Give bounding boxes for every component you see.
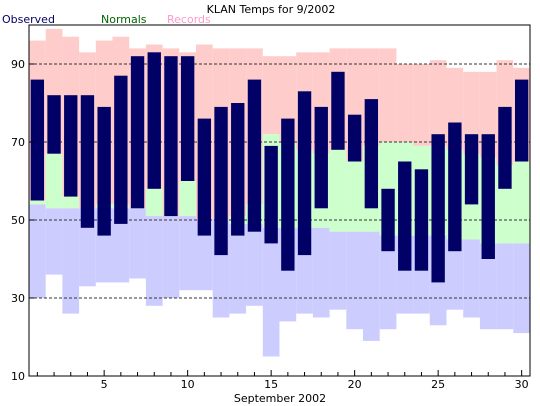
observed-bar <box>314 106 328 209</box>
observed-bar <box>114 75 128 224</box>
normal-band <box>29 200 46 205</box>
record-high-band <box>413 64 430 146</box>
record-low-band <box>379 235 397 330</box>
record-low-band <box>363 231 380 341</box>
normal-band <box>329 149 347 232</box>
record-low-band <box>29 204 46 298</box>
x-tick-label: 10 <box>181 378 195 391</box>
record-low-band <box>346 231 363 330</box>
observed-bar <box>214 106 228 256</box>
record-low-band <box>62 208 80 314</box>
plot-frame <box>28 24 531 377</box>
record-low-band <box>196 220 213 291</box>
observed-bar <box>47 95 61 154</box>
x-tick-label: 30 <box>515 378 529 391</box>
record-low-band <box>312 227 330 318</box>
observed-bar <box>64 95 78 197</box>
record-low-band <box>45 208 63 275</box>
y-tick-label: 30 <box>11 292 25 305</box>
record-low-band <box>229 223 247 314</box>
normal-band <box>145 188 163 217</box>
observed-bar <box>347 114 362 162</box>
chart-title: KLAN Temps for 9/2002 <box>207 3 336 16</box>
observed-bar <box>498 106 512 189</box>
observed-bar <box>80 95 95 228</box>
record-low-band <box>179 216 196 291</box>
record-low-band <box>145 216 163 306</box>
observed-bar <box>514 79 529 162</box>
record-high-band <box>396 64 414 142</box>
observed-bar <box>481 134 495 259</box>
observed-bar <box>147 52 161 189</box>
observed-bar <box>197 118 212 236</box>
y-tick-label: 50 <box>11 214 25 227</box>
normal-band <box>62 196 80 209</box>
normal-band <box>346 161 363 232</box>
observed-bar <box>130 56 145 209</box>
y-tick-label: 70 <box>11 136 25 149</box>
record-low-band <box>162 216 180 298</box>
observed-bar <box>264 145 278 244</box>
y-tick-label: 90 <box>11 58 25 71</box>
observed-bar <box>414 169 429 271</box>
observed-bar <box>448 122 462 252</box>
record-low-band <box>513 243 530 334</box>
observed-bar <box>180 56 195 182</box>
observed-bar <box>464 134 479 205</box>
normal-band <box>513 161 530 244</box>
record-low-band <box>262 227 280 357</box>
record-high-band <box>262 56 280 135</box>
observed-bar <box>97 106 111 236</box>
observed-bar <box>231 103 245 236</box>
observed-bar <box>398 161 412 271</box>
x-tick-label: 5 <box>101 378 108 391</box>
record-high-band <box>429 60 447 146</box>
observed-bar <box>281 118 295 271</box>
x-tick-label: 15 <box>264 378 278 391</box>
record-low-band <box>129 208 146 279</box>
legend-observed: Observed <box>2 13 55 26</box>
observed-bar <box>297 91 312 256</box>
record-low-band <box>329 231 347 310</box>
observed-bar <box>364 99 379 209</box>
normal-band <box>179 181 196 217</box>
x-tick-label: 20 <box>348 378 362 391</box>
plot-area: 5 10 15 20 25 30 10 30 50 70 90 <box>11 24 531 391</box>
observed-bar <box>381 188 395 252</box>
record-high-band <box>463 71 480 154</box>
record-low-band <box>479 243 497 330</box>
y-tick-label: 10 <box>11 370 25 383</box>
x-axis-label: September 2002 <box>234 392 326 405</box>
record-low-band <box>496 243 514 330</box>
record-low-band <box>246 223 263 306</box>
legend-records: Records <box>167 13 211 26</box>
x-tick-label: 25 <box>431 378 445 391</box>
observed-bar <box>431 134 445 283</box>
record-high-band <box>379 48 397 142</box>
legend: Observed Normals Records <box>2 13 211 26</box>
record-low-band <box>446 239 464 310</box>
observed-bar <box>30 79 45 201</box>
legend-normals: Normals <box>101 13 147 26</box>
observed-bar <box>247 79 262 232</box>
record-low-band <box>112 208 130 283</box>
record-low-band <box>463 239 480 318</box>
observed-bar <box>164 56 178 217</box>
observed-bar <box>331 71 345 150</box>
normal-band <box>45 153 63 209</box>
